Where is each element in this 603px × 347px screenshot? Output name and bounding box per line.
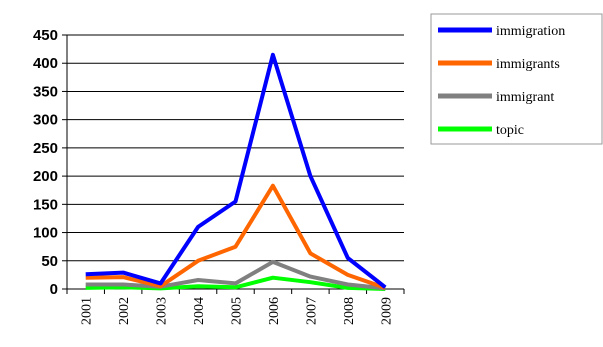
x-tick-label: 2007: [304, 297, 319, 325]
y-tick-label: 0: [50, 281, 58, 298]
x-tick-label: 2004: [192, 297, 207, 325]
series-line-immigrant: [85, 259, 386, 291]
y-tick-label: 200: [33, 168, 58, 185]
x-tick-labels: 2001 2002 2003 2004 2005 2006 2007 2008 2009: [80, 297, 395, 325]
x-tick-label: 2003: [155, 297, 170, 325]
x-tick-label: 2008: [342, 297, 357, 325]
x-tick-label: 2006: [267, 297, 282, 325]
y-tick-label: 450: [33, 27, 58, 44]
y-tick-label: 250: [33, 140, 58, 157]
x-tick-label: 2009: [379, 297, 394, 325]
legend-label-topic: topic: [496, 123, 524, 138]
legend-label-immigrants: immigrants: [496, 57, 560, 72]
series-line-immigrants: [85, 183, 386, 290]
series-line-topic: [85, 275, 386, 291]
legend-label-immigration: immigration: [496, 24, 565, 39]
x-tick-label: 2001: [80, 297, 95, 325]
series-line-immigration: [85, 52, 387, 289]
y-tick-label: 350: [33, 83, 58, 100]
legend: immigration immigrants immigrant topic: [430, 13, 603, 145]
axes: [62, 34, 405, 294]
legend-label-immigrant: immigrant: [496, 90, 554, 105]
gridlines: [67, 34, 404, 262]
y-tick-label: 150: [33, 196, 58, 213]
y-tick-label: 50: [41, 253, 58, 270]
series-lines: [85, 52, 387, 291]
y-tick-label: 400: [33, 55, 58, 72]
y-tick-label: 100: [33, 225, 58, 242]
x-tick-label: 2005: [230, 297, 245, 325]
x-tick-label: 2002: [117, 297, 132, 325]
y-tick-label: 300: [33, 112, 58, 129]
y-tick-labels: 0 50 100 150 200 250 300 350 400 450: [33, 27, 58, 298]
legend-box: [430, 13, 603, 145]
